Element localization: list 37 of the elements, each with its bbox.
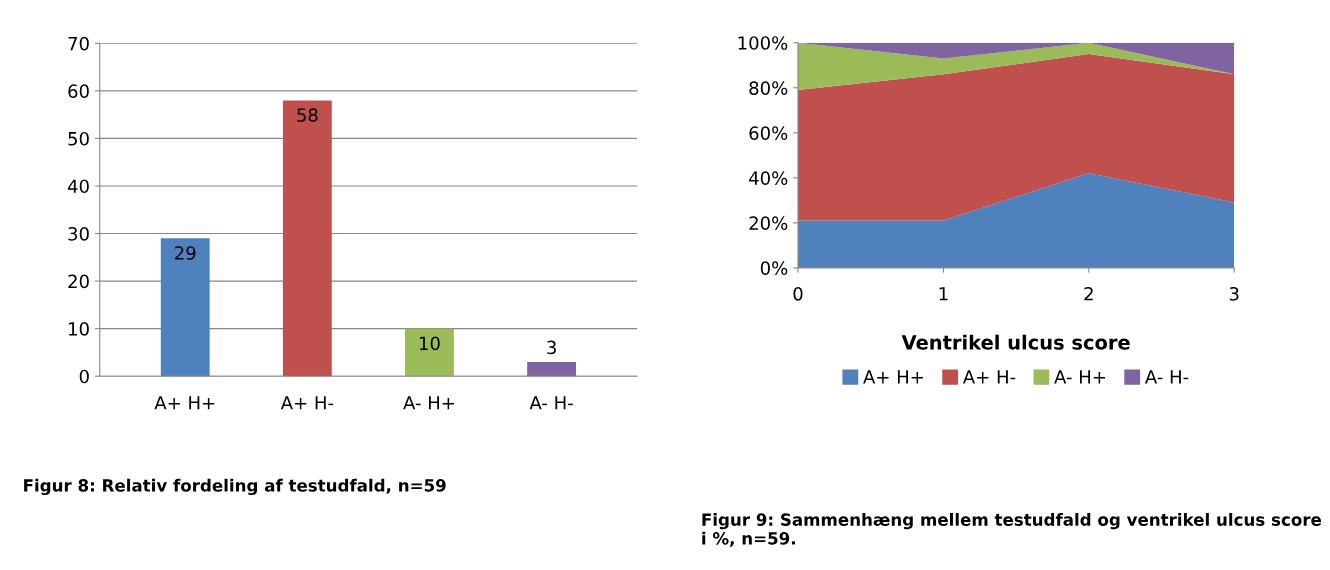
- data-label: 29: [175, 246, 196, 260]
- legend-label: A- H+: [1054, 370, 1106, 384]
- data-label: 3: [547, 340, 556, 355]
- legend-label: A- H-: [1144, 370, 1189, 384]
- y-tick-label: 100%: [738, 36, 788, 50]
- x-tick-label: A+ H-: [280, 396, 334, 410]
- x-tick-label: 3: [1229, 286, 1239, 301]
- x-tick-label: A- H+: [403, 396, 455, 410]
- y-tick-label: 40%: [749, 171, 788, 185]
- y-tick-label: 60%: [749, 126, 788, 140]
- bar: [405, 328, 454, 377]
- x-tick-label: A- H-: [529, 396, 573, 410]
- y-tick-label: 80%: [749, 81, 788, 95]
- bar: [282, 100, 332, 377]
- x-axis-title: Ventrikel ulcus score: [901, 334, 1130, 350]
- y-tick-label: 30: [68, 227, 89, 241]
- y-tick-label: 20: [68, 274, 89, 289]
- data-label: 10: [419, 336, 440, 351]
- y-tick-label: 10: [69, 322, 89, 336]
- x-tick-label: 0: [793, 286, 803, 301]
- y-tick-label: 0%: [760, 261, 788, 276]
- x-tick-label: A+ H+: [154, 396, 215, 410]
- legend-label: A+ H+: [863, 370, 923, 384]
- x-tick-label: 2: [1084, 286, 1093, 301]
- legend-label: A+ H-: [962, 370, 1016, 384]
- y-tick-label: 20%: [749, 216, 788, 230]
- text: Figur 9: Sammenhæng mellem testudfald og ventrikel ulcus score i %, n=59.: [702, 513, 1322, 547]
- y-tick-label: 50: [68, 131, 89, 146]
- bar: [527, 361, 577, 377]
- y-tick-label: 70: [68, 36, 89, 51]
- bar: [160, 238, 210, 377]
- y-tick-label: 60: [68, 84, 89, 98]
- text: Figur 8: Relativ fordeling af testudfald, n=59: [24, 478, 446, 496]
- data-label: 58: [297, 108, 318, 122]
- x-tick-label: 1: [939, 287, 948, 301]
- y-tick-label: 0: [79, 369, 89, 384]
- y-tick-label: 40: [67, 179, 89, 194]
